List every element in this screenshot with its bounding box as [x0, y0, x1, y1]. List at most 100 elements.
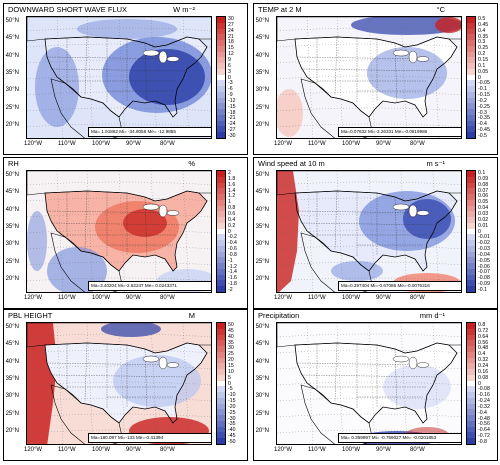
- colorbar-tick-label: 0.1: [478, 170, 486, 176]
- colorbar-tick-label: 0.48: [478, 345, 489, 352]
- lat-label: 35°N: [255, 223, 269, 230]
- colorbar-tick-label: -0.45: [478, 127, 490, 134]
- colorbar-segment: [467, 57, 475, 63]
- lon-label: 110°W: [58, 295, 76, 301]
- lat-label: 45°N: [255, 341, 269, 348]
- colorbar-tick-label: 3: [228, 68, 231, 75]
- colorbar: [466, 322, 476, 445]
- colorbar-tick-label: 40: [228, 333, 234, 340]
- colorbar-tick-label: 0.6: [228, 210, 236, 217]
- colorbar-segment: [217, 257, 225, 263]
- colorbar-tick-label: 0.32: [478, 357, 489, 364]
- colorbar-segment: [217, 68, 225, 75]
- colorbar-segment: [467, 222, 475, 229]
- colorbar-tick-label: -0.01: [478, 234, 490, 241]
- colorbar-tick-label: -0.05: [478, 257, 490, 264]
- colorbar-segment: [217, 432, 225, 438]
- lat-label: 35°N: [255, 375, 269, 382]
- map-area: [276, 322, 462, 445]
- colorbar-segment: [217, 426, 225, 433]
- colorbar-segment: [467, 257, 475, 263]
- colorbar-segment: [467, 217, 475, 223]
- colorbar-tick-label: -0.56: [478, 421, 490, 428]
- colorbar: [216, 16, 226, 139]
- colorbar-segment: [467, 194, 475, 200]
- lat-label: 35°N: [255, 69, 269, 76]
- colorbar-segment: [467, 420, 475, 427]
- colorbar-segment: [217, 132, 225, 138]
- colorbar-tick-label: -0.5: [478, 133, 487, 139]
- colorbar-tick-label: 0.72: [478, 327, 489, 334]
- colorbar-segment: [467, 114, 475, 121]
- colorbar-tick-label: -0.8: [228, 251, 237, 258]
- colorbar-segment: [217, 17, 225, 23]
- colorbar-tick-label: 1.8: [228, 175, 236, 182]
- lon-label: 90°W: [376, 141, 391, 147]
- lon-label: 90°W: [376, 295, 391, 301]
- colorbar-segment: [217, 268, 225, 275]
- colorbar-tick-label: 10: [228, 368, 234, 375]
- lat-label: 30°N: [255, 393, 269, 400]
- colorbar-tick-label: 6: [228, 62, 231, 69]
- colorbar-tick-label: -0.09: [478, 281, 490, 288]
- lon-label: 80°W: [160, 447, 175, 453]
- lon-label: 120°W: [24, 295, 43, 301]
- colorbar-segment: [467, 346, 475, 352]
- colorbar-tick-label: 25: [228, 351, 234, 358]
- colorbar-tick-label: -1.6: [228, 275, 237, 282]
- colorbar-segment: [467, 240, 475, 246]
- colorbar-tick-label: 0: [228, 228, 231, 235]
- colorbar-segment: [467, 188, 475, 194]
- colorbar-segment: [217, 97, 225, 104]
- colorbar-segment: [217, 357, 225, 364]
- panel-unit: M: [188, 311, 195, 320]
- colorbar-segment: [217, 103, 225, 109]
- colorbar-segment: [467, 369, 475, 375]
- lat-label: 30°N: [5, 87, 19, 94]
- colorbar-tick-label: 0.1: [478, 62, 486, 69]
- colorbar-tick-label: 1.6: [228, 181, 236, 188]
- colorbar-segment: [217, 286, 225, 292]
- colorbar-segment: [467, 199, 475, 206]
- colorbar-tick-label: -0.06: [478, 263, 490, 270]
- colorbar-tick-label: 30: [228, 345, 234, 352]
- panel-title: PBL HEIGHT: [8, 311, 53, 320]
- colorbar-tick-label: -15: [228, 398, 236, 405]
- colorbar-tick-label: -45: [228, 433, 236, 440]
- colorbar-segment: [467, 268, 475, 275]
- colorbar-tick-label: 9: [228, 56, 231, 63]
- colorbar-segment: [217, 28, 225, 35]
- colorbar-segment: [467, 109, 475, 115]
- colorbar-segment: [467, 392, 475, 398]
- colorbar-segment: [217, 409, 225, 415]
- colorbar-tick-label: 27: [228, 21, 234, 28]
- colorbar-segment: [217, 346, 225, 352]
- colorbar-segment: [217, 392, 225, 398]
- colorbar-segment: [217, 415, 225, 421]
- colorbar-tick-label: 0.03: [478, 210, 489, 217]
- lat-label: 45°N: [5, 189, 19, 196]
- colorbar-segment: [467, 426, 475, 433]
- lon-label: 100°W: [342, 141, 361, 147]
- colorbar-tick-label: -10: [228, 392, 236, 399]
- lat-label: 50°N: [255, 324, 269, 330]
- colorbar-segment: [217, 323, 225, 329]
- colorbar-segment: [467, 286, 475, 292]
- colorbar-tick-label: -0.03: [478, 246, 490, 253]
- lat-label: 40°N: [255, 206, 269, 213]
- colorbar-segment: [467, 251, 475, 258]
- colorbar-tick-label: 20: [228, 357, 234, 364]
- lat-label: 35°N: [5, 223, 19, 230]
- colorbar-tick-label: 0.35: [478, 33, 489, 40]
- lat-label: 20°N: [255, 121, 269, 128]
- colorbar-segment: [217, 114, 225, 121]
- lat-label: 30°N: [255, 241, 269, 248]
- lon-label: 120°W: [24, 141, 43, 147]
- stats-box: Ma=3.40204 Mi=-2.62247 Me= 0.0243371: [88, 281, 212, 291]
- colorbar-segment: [217, 374, 225, 381]
- colorbar-tick-label: 0: [228, 380, 231, 387]
- colorbar-segment: [467, 51, 475, 58]
- colorbar-tick-label: 15: [228, 362, 234, 369]
- colorbar-tick-label: -21: [228, 115, 236, 122]
- map-area: [26, 16, 212, 139]
